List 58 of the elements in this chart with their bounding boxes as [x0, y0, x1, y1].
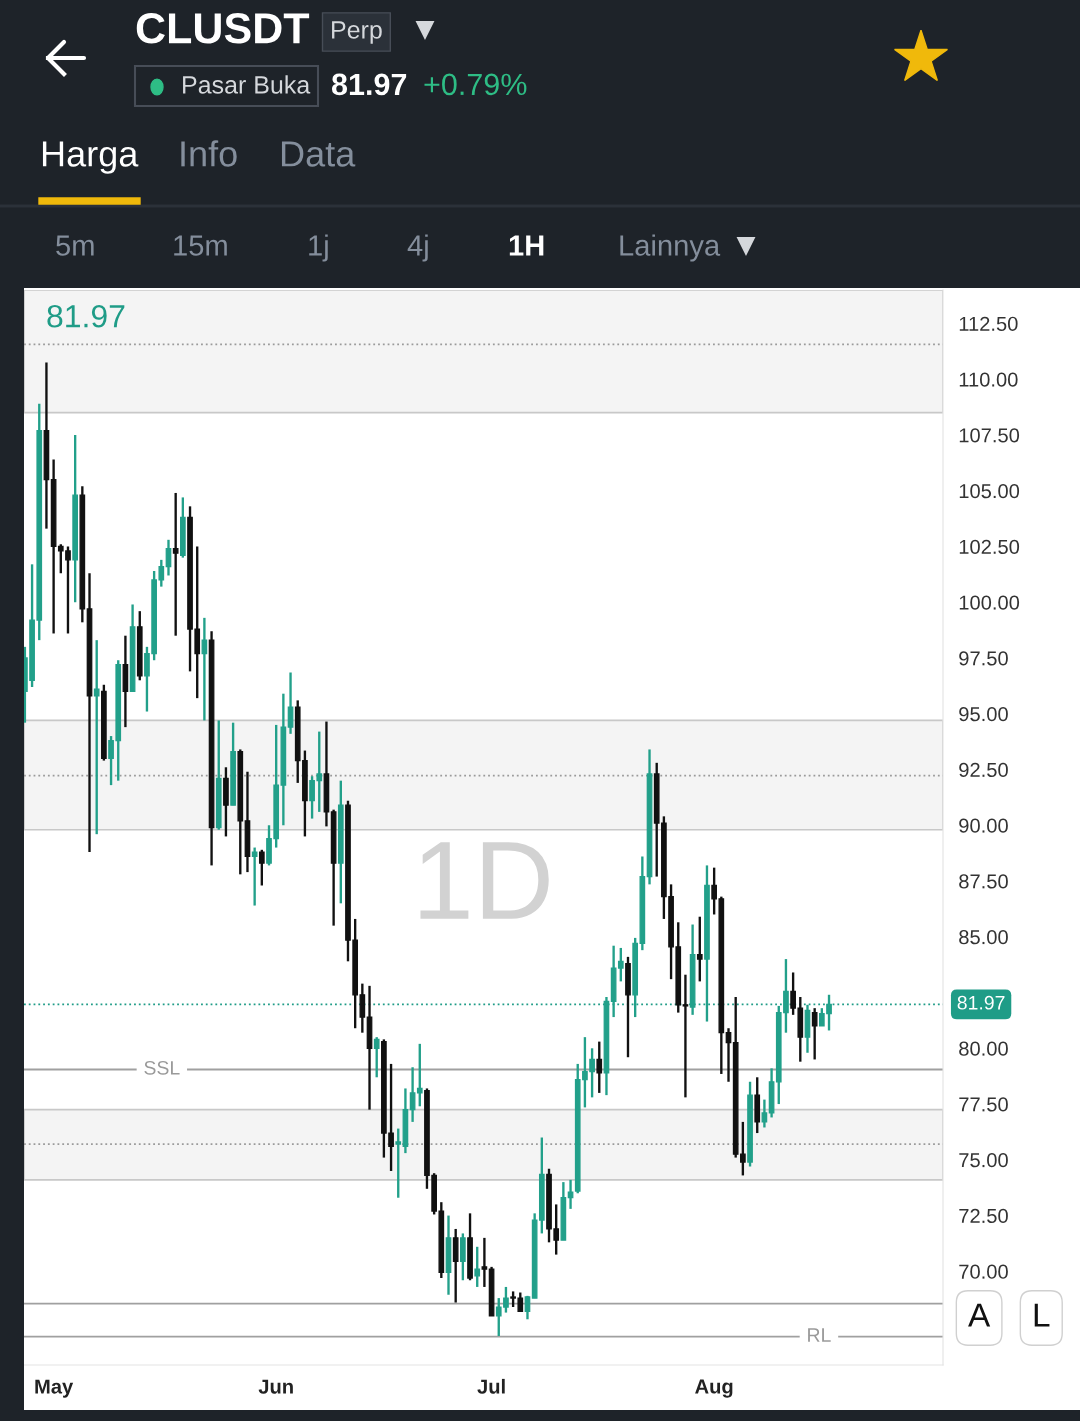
y-tick-label: 95.00: [959, 706, 1008, 722]
text: Perp: [332, 21, 382, 44]
y-tick-label: 112.50: [959, 316, 1018, 331]
candlestick: [811, 1006, 818, 1061]
ref-line-label: 81.97: [957, 995, 1005, 1010]
text: 5m: [56, 235, 94, 256]
y-tick-label: 107.50: [959, 428, 1020, 443]
y-tick-label: 72.50: [959, 1208, 1008, 1224]
candlestick: [416, 1042, 423, 1108]
candlestick: [452, 1227, 459, 1304]
text: 1j: [309, 234, 328, 262]
x-tick-label: Jul: [477, 1378, 505, 1394]
candlestick: [258, 848, 265, 887]
candlestick: [596, 1040, 603, 1095]
candlestick: [761, 1098, 768, 1129]
y-tick-label: 97.50: [959, 651, 1008, 666]
y-tick-label: 85.00: [959, 930, 1008, 945]
text: A: [968, 1303, 991, 1327]
ref-line-label: RL: [808, 1328, 831, 1342]
text: L: [1034, 1303, 1050, 1327]
y-tick-label: 100.00: [959, 595, 1020, 610]
annotation: 81.97: [47, 304, 125, 328]
text: Pasar Buka: [183, 75, 311, 94]
x-tick-label: Aug: [695, 1379, 733, 1398]
text: +0.79%: [424, 73, 527, 96]
text: Info: [181, 140, 237, 167]
y-tick-label: 110.00: [959, 372, 1018, 387]
y-tick-label: 77.50: [959, 1097, 1008, 1112]
text: 1H: [509, 235, 544, 256]
candlestick: [395, 1127, 402, 1199]
text: Data: [281, 141, 356, 167]
candlestick: [172, 491, 179, 637]
text: Lainnya: [620, 234, 721, 262]
text: 81.97: [331, 73, 407, 96]
y-tick-label: 90.00: [959, 818, 1008, 833]
candlestick: [460, 1232, 466, 1282]
y-tick-label: 92.50: [959, 762, 1008, 778]
y-tick-label: 105.00: [959, 483, 1020, 499]
ref-line-label: SSL: [144, 1060, 180, 1075]
candlestick: [373, 1035, 380, 1079]
candlestick: [287, 671, 294, 736]
text: Harga: [42, 141, 139, 174]
candlestick: [251, 846, 258, 907]
candlestick: [682, 973, 689, 1099]
candlestick: [474, 1245, 481, 1289]
candlestick: [481, 1236, 488, 1289]
text: 15m: [174, 235, 227, 256]
y-tick-label: 75.00: [959, 1153, 1008, 1168]
y-tick-label: 102.50: [959, 539, 1020, 554]
text: 4j: [407, 234, 428, 262]
x-tick-label: May: [35, 1379, 74, 1398]
y-tick-label: 80.00: [959, 1041, 1008, 1056]
candlestick: [696, 915, 703, 983]
candlestick: [93, 638, 100, 836]
y-tick-label: 87.50: [959, 874, 1008, 889]
x-tick-label: Jun: [258, 1379, 293, 1394]
y-tick-label: 70.00: [959, 1264, 1008, 1279]
chart-title: CLUSDT: [136, 13, 310, 44]
